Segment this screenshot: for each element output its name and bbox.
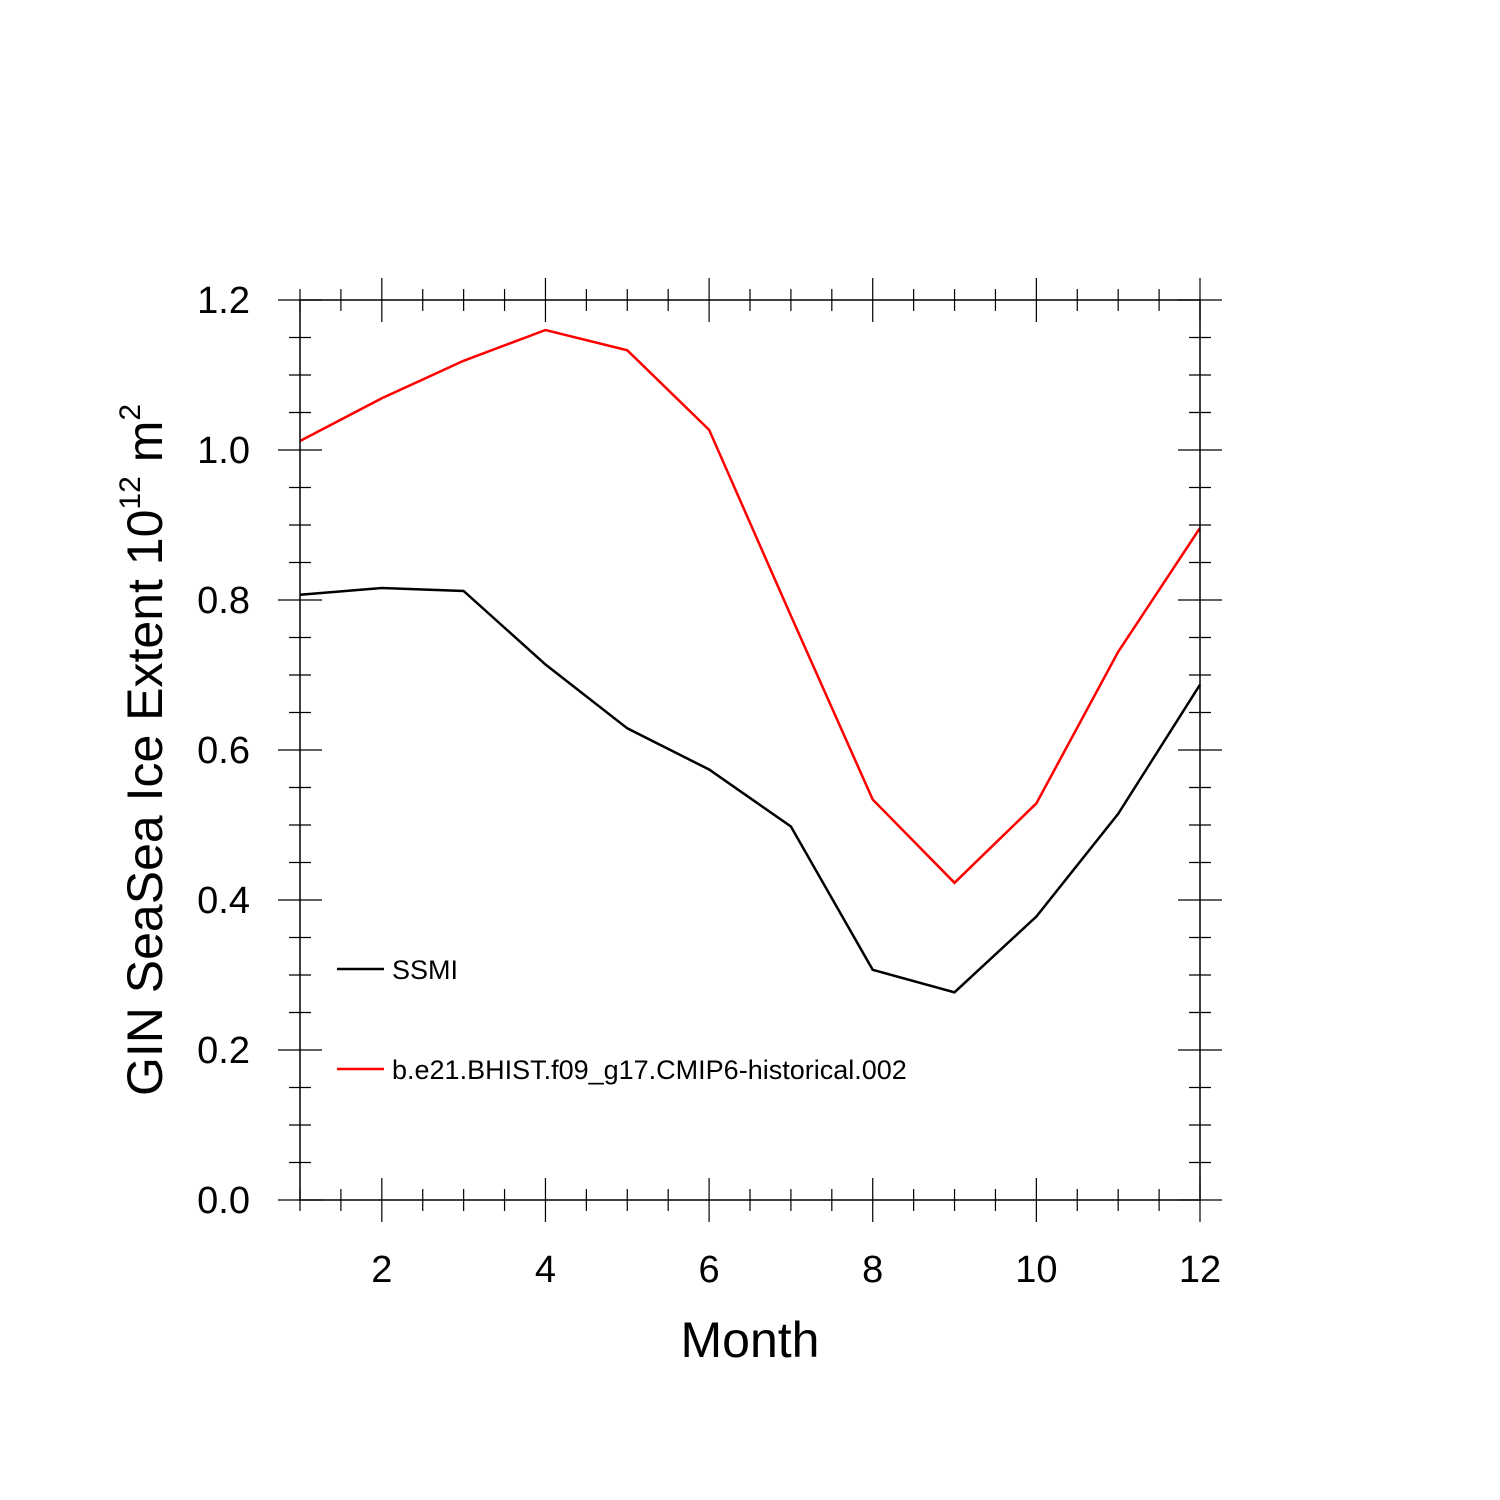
x-tick-label: 4	[535, 1249, 556, 1291]
x-tick-label: 6	[699, 1249, 720, 1291]
y-tick-label: 1.0	[197, 430, 250, 472]
series-lines	[299, 328, 1202, 994]
x-tick-label: 10	[1015, 1249, 1057, 1291]
y-axis-title: GIN SeaSea Ice Extent 1012 m2	[114, 404, 173, 1096]
series-line-ssmi	[299, 586, 1202, 994]
x-tick-label: 12	[1179, 1249, 1221, 1291]
x-tick-label: 8	[862, 1249, 883, 1291]
y-tick-label: 0.8	[197, 580, 250, 622]
legend-label-model: b.e21.BHIST.f09_g17.CMIP6-historical.002	[392, 1055, 907, 1085]
y-axis-title-exponent: 12	[114, 476, 147, 509]
y-axis-title-unit-exponent: 2	[114, 404, 147, 421]
tick-labels: 2 4 6 8 10 12 0.0 0.2 0.4 0.6 0.8 1.0 1.2	[197, 280, 1221, 1291]
plot-frame	[299, 299, 1201, 1201]
legend: SSMI b.e21.BHIST.f09_g17.CMIP6-historica…	[337, 955, 907, 1085]
y-axis-title-unit: m	[117, 421, 173, 477]
legend-label-ssmi: SSMI	[392, 955, 458, 985]
y-tick-label: 0.4	[197, 880, 250, 922]
series-line-model	[299, 328, 1202, 885]
y-tick-label: 0.2	[197, 1030, 250, 1072]
y-tick-label: 0.6	[197, 730, 250, 772]
y-axis-title-prefix: GIN SeaSea Ice Extent 10	[117, 510, 173, 1096]
x-axis-title: Month	[681, 1312, 820, 1368]
x-tick-label: 2	[371, 1249, 392, 1291]
y-tick-label: 0.0	[197, 1180, 250, 1222]
y-tick-label: 1.2	[197, 280, 250, 322]
